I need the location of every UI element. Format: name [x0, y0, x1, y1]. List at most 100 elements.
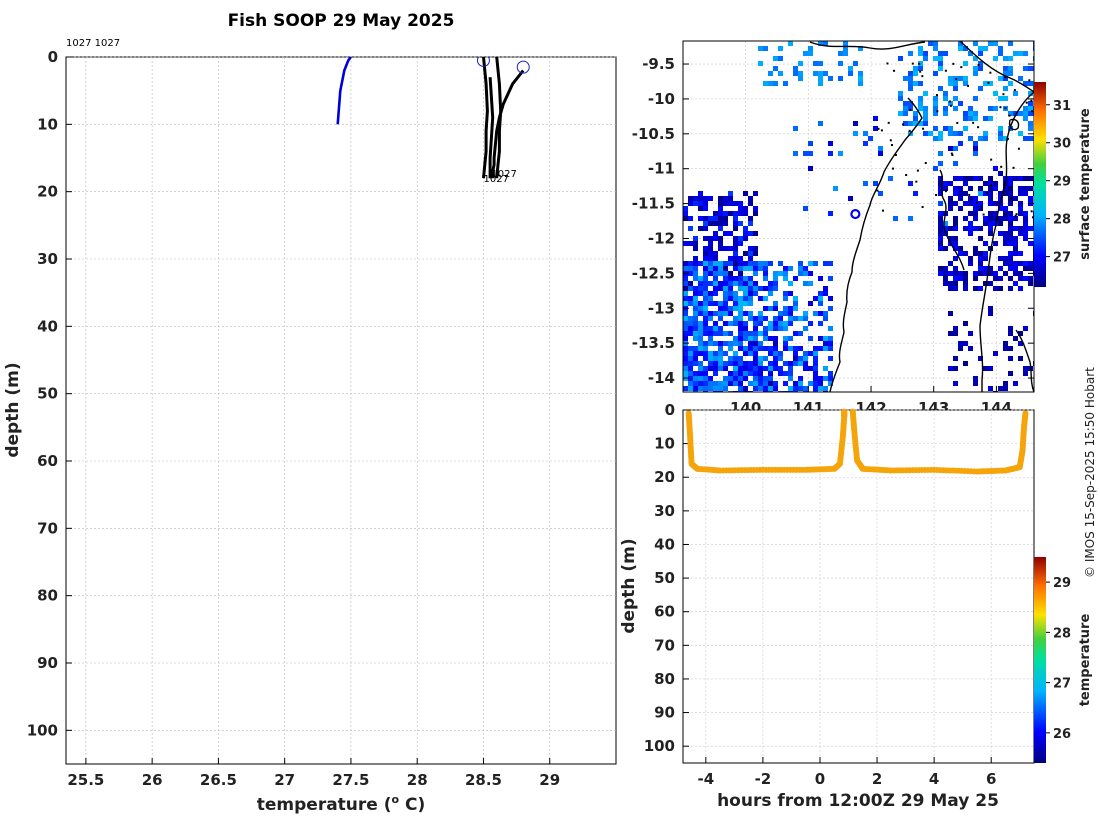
- sst-cell: [798, 361, 803, 366]
- sst-cell: [733, 371, 738, 376]
- sst-cell: [748, 256, 753, 261]
- sst-cell: [723, 366, 728, 371]
- sst-cell: [1018, 206, 1023, 211]
- x-tick-label: 29: [539, 771, 560, 789]
- sst-cell: [693, 316, 698, 321]
- sst-cell: [708, 366, 713, 371]
- sst-cell: [758, 376, 763, 381]
- profile-plot-frame: [65, 56, 617, 765]
- sst-cell: [753, 376, 758, 381]
- sst-cell: [728, 346, 733, 351]
- sst-cell: [698, 371, 703, 376]
- y-tick-label: 10: [37, 115, 58, 133]
- sst-cell: [768, 386, 773, 391]
- sst-cell: [913, 191, 918, 196]
- sst-cell: [963, 286, 968, 291]
- sst-cell: [708, 271, 713, 276]
- sst-cell: [813, 376, 818, 381]
- sst-cell: [968, 116, 973, 121]
- sst-cell: [778, 356, 783, 361]
- sst-cell: [988, 306, 993, 311]
- sst-cell: [808, 271, 813, 276]
- sst-cell: [683, 336, 688, 341]
- sst-cell: [1023, 111, 1028, 116]
- sst-cell: [938, 216, 943, 221]
- sst-cell: [998, 276, 1003, 281]
- map-y-tick-label: -14: [648, 369, 675, 387]
- sst-cell: [983, 131, 988, 136]
- temperature-colorbar-ticks: 26 27 28 29: [1046, 576, 1071, 742]
- sst-cell: [958, 101, 963, 106]
- sst-cell: [903, 76, 908, 81]
- sst-cell: [693, 201, 698, 206]
- sst-cell: [723, 216, 728, 221]
- sst-cell: [748, 381, 753, 386]
- sst-cell: [1028, 281, 1033, 286]
- sst-cell: [788, 386, 793, 391]
- sst-cell: [878, 151, 883, 156]
- sst-cell: [803, 206, 808, 211]
- sst-cell: [808, 46, 813, 51]
- sst-cell: [708, 386, 713, 391]
- sst-cell: [733, 211, 738, 216]
- sst-cell: [738, 311, 743, 316]
- sst-cell: [923, 106, 928, 111]
- sst-cell: [983, 216, 988, 221]
- sst-cell: [733, 321, 738, 326]
- sst-cell: [973, 271, 978, 276]
- sst-cell: [688, 381, 693, 386]
- sst-colorbar-tick-label: 28: [1053, 213, 1071, 228]
- sst-cell: [738, 236, 743, 241]
- sst-cell: [953, 226, 958, 231]
- profile-line: [336, 57, 352, 125]
- sst-cell: [1003, 256, 1008, 261]
- sst-cell: [798, 316, 803, 321]
- sst-cell: [1003, 341, 1008, 346]
- sst-cell: [768, 346, 773, 351]
- sst-cell: [773, 361, 778, 366]
- sst-cell: [773, 321, 778, 326]
- sst-cell: [783, 306, 788, 311]
- sst-cell: [748, 361, 753, 366]
- sst-cell: [953, 96, 958, 101]
- sst-cell: [703, 251, 708, 256]
- sst-cell: [698, 326, 703, 331]
- sst-cell: [818, 386, 823, 391]
- sst-cell: [693, 301, 698, 306]
- sst-cell: [1008, 176, 1013, 181]
- sst-cell: [818, 76, 823, 81]
- sst-cell: [1023, 106, 1028, 111]
- sst-cell: [828, 336, 833, 341]
- sst-cell: [733, 351, 738, 356]
- island-dot: [887, 121, 890, 124]
- island-dot: [976, 201, 979, 204]
- sst-cell: [998, 221, 1003, 226]
- sst-cell: [743, 266, 748, 271]
- sst-cell: [698, 291, 703, 296]
- sst-cell: [993, 351, 998, 356]
- sst-cell: [958, 206, 963, 211]
- sst-cell: [988, 81, 993, 86]
- y-tick-label: 80: [37, 587, 58, 605]
- sst-cell: [1008, 231, 1013, 236]
- sst-cell: [688, 296, 693, 301]
- sst-cell: [803, 361, 808, 366]
- sst-cell: [803, 316, 808, 321]
- sst-cell: [703, 281, 708, 286]
- sst-cell: [768, 281, 773, 286]
- sst-cell: [788, 371, 793, 376]
- corner-label: 1027 1027: [66, 38, 120, 49]
- sst-cell: [793, 276, 798, 281]
- png-coast: [959, 41, 1034, 93]
- sst-cell: [713, 256, 718, 261]
- sst-cell: [693, 381, 698, 386]
- sst-cell: [983, 191, 988, 196]
- sst-cell: [718, 351, 723, 356]
- sst-cell: [703, 196, 708, 201]
- sst-cell: [748, 201, 753, 206]
- sst-cell: [718, 386, 723, 391]
- sst-cell: [773, 366, 778, 371]
- sst-cell: [698, 346, 703, 351]
- sst-cell: [723, 321, 728, 326]
